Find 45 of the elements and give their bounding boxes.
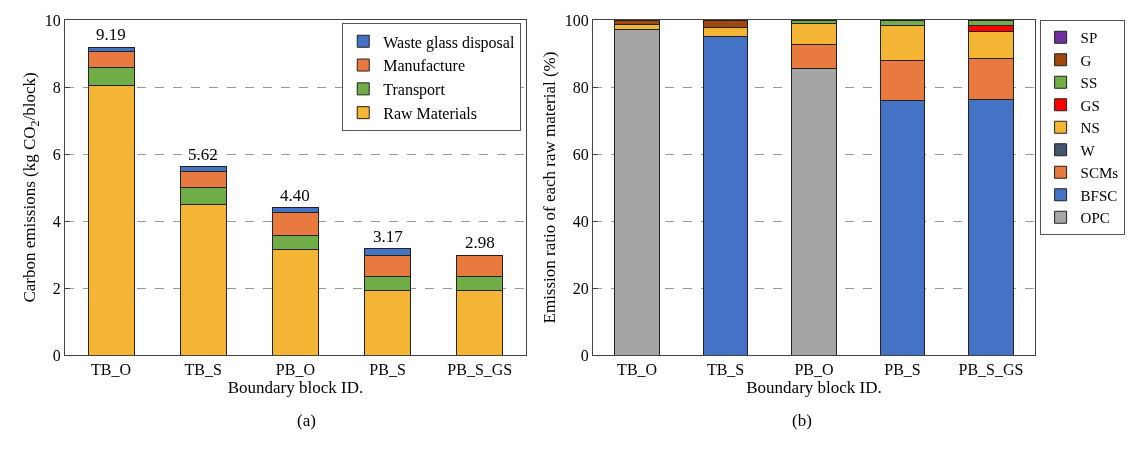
- legend-label: BFSC: [1080, 187, 1118, 204]
- total-label: 3.17: [373, 227, 404, 246]
- total-label: 4.40: [280, 186, 310, 205]
- total-label: 9.19: [96, 25, 126, 44]
- total-label: 5.62: [188, 145, 218, 164]
- y-tick-label: 0: [52, 346, 61, 364]
- x-tick-label: TB_O: [617, 361, 658, 379]
- legend-label: OPC: [1080, 210, 1110, 227]
- legend-label: Raw Materials: [383, 104, 477, 122]
- legend-label: SP: [1080, 30, 1098, 47]
- y-tick-label: 10: [44, 11, 61, 29]
- legend-label: Transport: [383, 81, 446, 100]
- total-label: 2.98: [465, 233, 495, 252]
- y-tick-label: 60: [572, 145, 589, 163]
- y-tick-label: 0: [580, 346, 589, 364]
- y-tick-label: 8: [52, 78, 61, 96]
- y-tick-label: 4: [52, 212, 61, 230]
- y-tick-label: 2: [52, 279, 61, 297]
- y-tick-label: 80: [572, 78, 589, 96]
- x-tick-label: PB_S: [369, 361, 406, 379]
- legend-label: G: [1080, 52, 1092, 69]
- x-tick-label: PB_S_GS: [447, 361, 513, 379]
- text: (a): [297, 411, 316, 430]
- y-tick-label: 100: [564, 11, 589, 29]
- x-tick-label: PB_S_GS: [958, 361, 1024, 379]
- x-tick-label: TB_S: [184, 361, 222, 379]
- legend-label: NS: [1080, 120, 1100, 137]
- x-tick-label: TB_O: [91, 361, 132, 379]
- x-tick-label: PB_S: [884, 361, 921, 379]
- y-axis-title: Emission ratio of each raw material (%): [540, 51, 560, 324]
- x-axis-title: Boundary block ID.: [746, 378, 882, 398]
- legend-label: GS: [1080, 97, 1100, 114]
- legend-label: Waste glass disposal: [383, 33, 515, 52]
- legend-label: SCMs: [1080, 165, 1119, 182]
- y-tick-label: 20: [572, 279, 589, 297]
- text: (b): [792, 411, 812, 430]
- x-axis-title: Boundary block ID.: [227, 378, 364, 398]
- x-tick-label: TB_S: [706, 361, 745, 379]
- legend-label: Manufacture: [383, 57, 465, 75]
- legend-label: W: [1080, 142, 1096, 159]
- x-tick-label: PB_O: [794, 361, 834, 379]
- legend-label: SS: [1080, 75, 1098, 92]
- y-tick-label: 40: [572, 212, 589, 230]
- y-tick-label: 6: [52, 145, 61, 163]
- x-tick-label: PB_O: [275, 361, 315, 379]
